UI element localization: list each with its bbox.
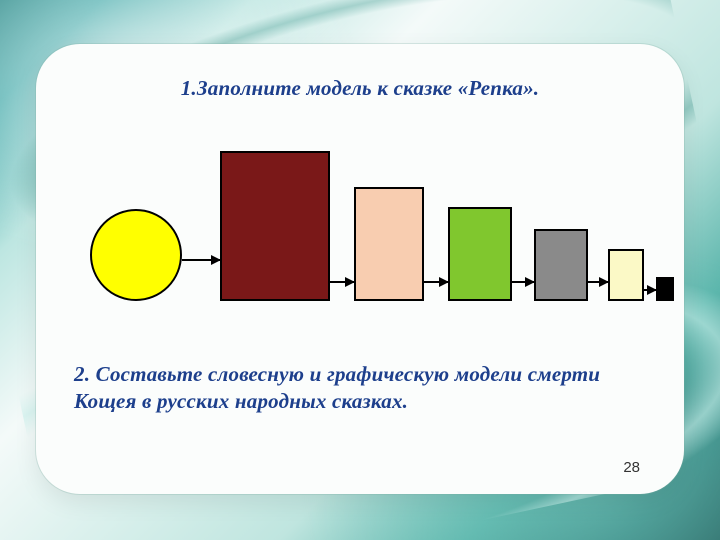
- arrow-repka-to-ded: [182, 259, 220, 261]
- arrow-zhuchka-to-koshka: [588, 281, 608, 283]
- arrow-ded-to-babka: [330, 281, 354, 283]
- node-zhuchka: [534, 229, 588, 301]
- page-number: 28: [623, 459, 640, 476]
- arrow-vnuchka-to-zhuchka: [512, 281, 534, 283]
- repka-diagram: [74, 141, 646, 331]
- arrow-babka-to-vnuchka: [424, 281, 448, 283]
- node-koshka: [608, 249, 644, 301]
- arrow-koshka-to-myshka: [644, 289, 656, 291]
- content-panel: 1.Заполните модель к сказке «Репка». 2. …: [36, 44, 684, 494]
- node-vnuchka: [448, 207, 512, 301]
- node-ded: [220, 151, 330, 301]
- node-babka: [354, 187, 424, 301]
- node-myshka: [656, 277, 674, 301]
- node-repka: [90, 209, 182, 301]
- task-2-heading: 2. Составьте словесную и графическую мод…: [74, 361, 646, 416]
- task-1-heading: 1.Заполните модель к сказке «Репка».: [74, 76, 646, 101]
